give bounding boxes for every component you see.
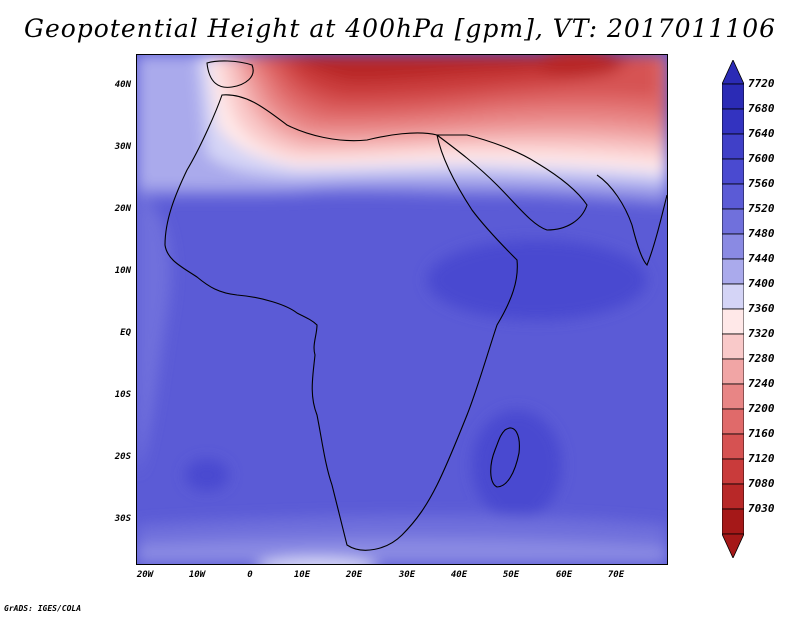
- arabian-peninsula: [435, 134, 588, 231]
- lon-label-20e: 20E: [345, 570, 363, 580]
- lon-label-0: 0: [247, 570, 253, 580]
- lon-label-10e: 10E: [293, 570, 311, 580]
- colorbar-label-7240: 7240: [748, 377, 775, 390]
- colorbar-bottom-arrow: [722, 533, 744, 558]
- colorbar-swatch-7440: [722, 258, 744, 285]
- band-7080: [287, 55, 597, 81]
- colorbar-label-7200: 7200: [748, 402, 775, 415]
- iberia: [206, 60, 254, 88]
- lon-label-40e: 40E: [450, 570, 468, 580]
- colorbar-label-7400: 7400: [748, 277, 775, 290]
- lon-label-50e: 50E: [502, 570, 520, 580]
- lon-label-20w: 20W: [136, 570, 154, 580]
- colorbar-label-7080: 7080: [748, 477, 775, 490]
- colorbar-label-7480: 7480: [748, 227, 775, 240]
- lat-label-20n: 20N: [114, 204, 131, 214]
- high-madagascar: [472, 410, 562, 520]
- colorbar-label-7030: 7030: [748, 502, 775, 515]
- lat-label-10s: 10S: [114, 390, 131, 400]
- high-south-atl: [185, 459, 229, 491]
- lat-label-10n: 10N: [114, 266, 131, 276]
- colorbar-label-7120: 7120: [748, 452, 775, 465]
- lat-label-eq: EQ: [120, 328, 131, 338]
- colorbar-swatch-7560: [722, 183, 744, 210]
- colorbar-swatch-7280: [722, 358, 744, 385]
- colorbar-swatch-7120: [722, 458, 744, 485]
- colorbar-swatch-7320: [722, 333, 744, 360]
- band-west-7520: [137, 195, 171, 475]
- colorbar-label-7720: 7720: [748, 77, 775, 90]
- colorbar-swatch-7480: [722, 233, 744, 260]
- lat-label-40n: 40N: [114, 80, 131, 90]
- colorbar-label-7600: 7600: [748, 152, 775, 165]
- coastlines: [164, 60, 667, 551]
- colorbar-swatch-7080: [722, 483, 744, 510]
- colorbar-swatch-7360: [722, 308, 744, 335]
- band-south-7480: [137, 538, 667, 564]
- lat-label-30s: 30S: [114, 514, 131, 524]
- lat-label-20s: 20S: [114, 452, 131, 462]
- africa-coastline: [164, 94, 518, 551]
- map-panel: [136, 54, 668, 565]
- lat-label-30n: 30N: [114, 142, 131, 152]
- colorbar-swatch-7720: [722, 83, 744, 110]
- map-field: [137, 55, 667, 564]
- band-south-7400: [259, 557, 375, 564]
- chart-title: Geopotential Height at 400hPa [gpm], VT:…: [23, 14, 777, 43]
- colorbar-swatch-7600: [722, 158, 744, 185]
- colorbar-swatch-7520: [722, 208, 744, 235]
- colorbar-top-arrow: [722, 60, 744, 85]
- grads-credit: GrADS: IGES/COLA: [4, 604, 82, 613]
- lon-label-30e: 30E: [398, 570, 416, 580]
- colorbar-swatch-7030: [722, 508, 744, 535]
- colorbar-label-7560: 7560: [748, 177, 775, 190]
- colorbar-label-7440: 7440: [748, 252, 775, 265]
- lon-label-60e: 60E: [555, 570, 573, 580]
- colorbar-label-7520: 7520: [748, 202, 775, 215]
- colorbar-swatch-7400: [722, 283, 744, 310]
- colorbar: [722, 60, 744, 558]
- colorbar-swatch-7240: [722, 383, 744, 410]
- colorbar-swatch-7680: [722, 108, 744, 135]
- high-east-africa: [427, 240, 647, 320]
- colorbar-swatch-7640: [722, 133, 744, 160]
- colorbar-swatch-7160: [722, 433, 744, 460]
- low-east: [532, 55, 622, 77]
- colorbar-label-7640: 7640: [748, 127, 775, 140]
- colorbar-label-7680: 7680: [748, 102, 775, 115]
- lon-label-70e: 70E: [607, 570, 625, 580]
- colorbar-swatch-7200: [722, 408, 744, 435]
- india: [596, 174, 667, 266]
- lon-label-10w: 10W: [188, 570, 206, 580]
- colorbar-label-7360: 7360: [748, 302, 775, 315]
- colorbar-label-7320: 7320: [748, 327, 775, 340]
- colorbar-label-7280: 7280: [748, 352, 775, 365]
- madagascar: [490, 427, 520, 488]
- colorbar-label-7160: 7160: [748, 427, 775, 440]
